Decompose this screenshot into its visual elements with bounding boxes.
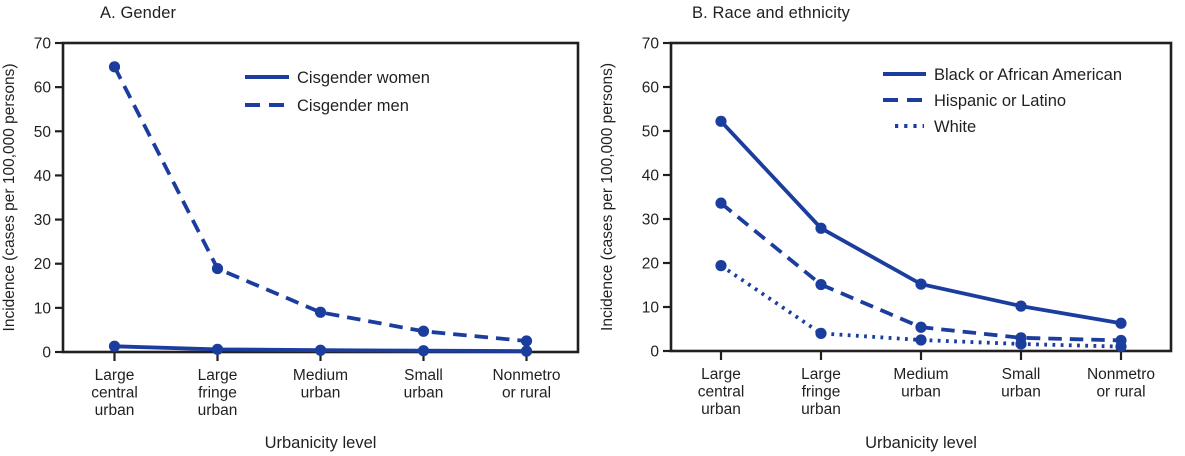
legend-item-cisgender-men: Cisgender men [245,97,409,115]
y-tick-label: 70 [34,36,52,53]
legend-label: White [934,118,976,136]
legend-item-cisgender-women: Cisgender women [245,69,430,87]
legend: Black or African American Hispanic or Lat… [883,66,1122,136]
x-category-label: Small urban [1001,366,1041,401]
y-tick-label: 60 [34,80,52,97]
y-axis-title: Incidence (cases per 100,000 persons) [1,64,18,332]
y-tick-label: 50 [642,124,660,141]
legend-label: Cisgender men [297,97,409,115]
data-point-white [915,334,927,346]
y-tick-label: 0 [42,345,51,362]
data-point-cisgender-women [108,340,121,352]
legend-label: Black or African American [934,66,1122,84]
data-point-hispanic-or-latino [915,321,927,333]
data-point-cisgender-women [417,345,430,357]
data-point-cisgender-men [520,335,533,347]
data-point-cisgender-women [211,343,224,355]
legend-label: Cisgender women [297,69,430,87]
data-point-hispanic-or-latino [715,197,727,209]
y-tick-label: 40 [34,168,52,185]
series-line-cisgender-men [112,65,527,343]
x-axis-title: Urbanicity level [865,434,977,452]
y-tick-label: 40 [642,168,660,185]
legend-item-hispanic-or-latino: Hispanic or Latino [883,92,1066,110]
data-point-black-or-african-american [815,222,827,234]
data-point-cisgender-women [314,344,327,356]
data-point-white [1115,341,1127,353]
series-line-hispanic-or-latino [719,201,1122,343]
x-category-label: Medium urban [293,367,348,402]
data-point-cisgender-men [211,262,224,275]
data-point-white [715,260,727,272]
x-category-label: Medium urban [893,366,948,401]
x-category-label: Large fringe urban [198,367,238,419]
y-tick-label: 60 [642,80,660,97]
panel-a-gender: A. Gender 0 10 20 30 40 50 60 70 Large central urb… [0,0,592,456]
y-tick-label: 20 [642,256,660,273]
panel-b-chart: 0 10 20 30 40 50 60 70 Large central urban Large fri… [599,36,1173,452]
y-tick-label: 50 [34,124,52,141]
y-axis-title: Incidence (cases per 100,000 persons) [599,63,616,331]
data-point-black-or-african-american [715,115,727,127]
series-line-white [719,264,1122,349]
series-line-black-or-african-american [719,120,1122,326]
data-point-cisgender-men [314,306,327,318]
x-category-label: Nonmetro or rural [1087,366,1155,401]
data-point-black-or-african-american [1015,300,1027,312]
y-tick-label: 20 [34,256,52,273]
x-category-label: Large central urban [698,366,745,418]
x-axis: Large central urban Large fringe urban Medium u… [91,352,561,419]
plot-frame [669,41,1173,353]
panel-a-title: A. Gender [100,4,177,22]
data-point-cisgender-women [520,345,533,357]
data-point-white [1015,338,1027,350]
data-point-black-or-african-american [915,278,927,290]
data-point-white [815,327,827,339]
data-point-cisgender-men [417,325,430,337]
y-axis: 0 10 20 30 40 50 60 70 [34,36,63,362]
data-point-cisgender-men [108,61,121,73]
panel-b-title: B. Race and ethnicity [692,4,851,22]
x-axis: Large central urban Large fringe urban Medium u… [698,351,1155,418]
legend: Cisgender women Cisgender men [245,69,430,115]
plot-frame [61,41,580,354]
x-axis-title: Urbanicity level [265,434,377,452]
y-tick-label: 10 [642,300,660,317]
y-tick-label: 30 [34,212,52,229]
data-point-hispanic-or-latino [815,278,827,291]
panel-b-race-ethnicity: B. Race and ethnicity 0 10 20 30 40 50 60 70 Lar… [592,0,1185,456]
x-category-label: Large central urban [91,367,138,419]
x-category-label: Nonmetro or rural [492,367,560,402]
x-category-label: Large fringe urban [801,366,841,418]
x-category-label: Small urban [404,367,444,402]
y-tick-label: 30 [642,212,660,229]
y-tick-label: 10 [34,300,52,317]
legend-label: Hispanic or Latino [934,92,1066,110]
panel-a-chart: 0 10 20 30 40 50 60 70 Large central urban Large fri… [1,36,580,452]
legend-item-black-or-african-american: Black or African American [883,66,1122,84]
data-point-black-or-african-american [1115,317,1127,329]
y-axis: 0 10 20 30 40 50 60 70 [642,36,671,361]
y-tick-label: 0 [650,344,659,361]
y-tick-label: 70 [642,36,660,53]
legend-item-white: White [895,118,976,136]
